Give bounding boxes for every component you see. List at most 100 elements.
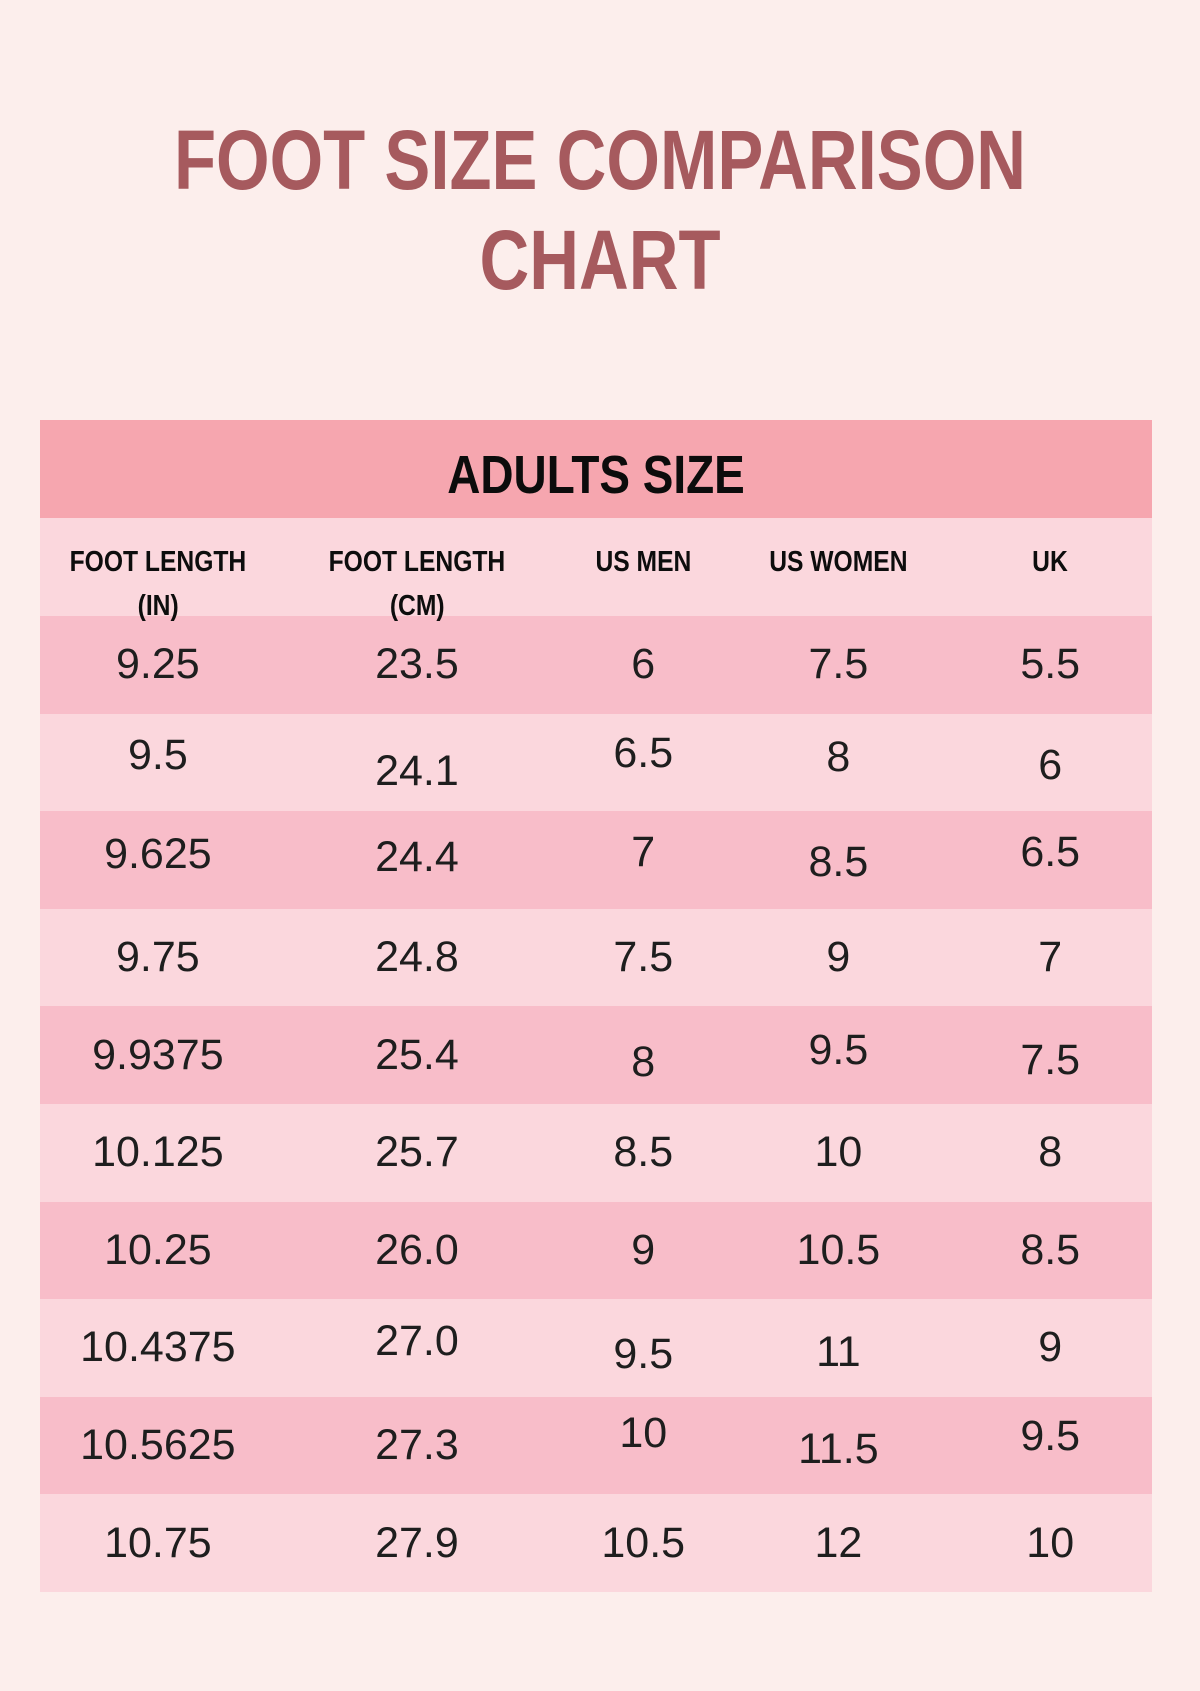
table-cell-value: 8 (826, 732, 851, 781)
column-header-label: UK (1032, 546, 1069, 578)
table-cell: 27.0 (276, 1299, 558, 1397)
table-cell-value: 10.5 (601, 1518, 686, 1567)
table-cell: 9.625 (40, 811, 276, 909)
table-cell: 10.25 (40, 1202, 276, 1300)
table-cell-value: 10.5 (796, 1225, 881, 1274)
table-cell: 8.5 (948, 1202, 1151, 1300)
table-section-title: ADULTS SIZE (447, 445, 745, 505)
table-cell: 6 (948, 714, 1151, 812)
column-header: FOOT LENGTH (CM) (276, 518, 558, 628)
table-cell-value: 10 (1026, 1518, 1075, 1567)
table-cell: 10 (948, 1494, 1151, 1592)
table-cell: 10.125 (40, 1104, 276, 1202)
table-cell: 10.5 (558, 1494, 728, 1592)
table-cell: 7.5 (558, 909, 728, 1007)
page-title-line-2: CHART (479, 213, 721, 307)
table-cell-value: 10.75 (104, 1518, 212, 1567)
table-cell-value: 27.3 (375, 1421, 459, 1470)
table-cell: 5.5 (948, 616, 1151, 714)
table-cell-value: 24.4 (375, 833, 459, 882)
table-header-row: FOOT LENGTH (IN) FOOT LENGTH (CM) US MEN US W… (40, 518, 1152, 622)
table-cell-value: 27.0 (375, 1317, 459, 1366)
table-row: 9.625 24.4 7 8.5 6.5 (40, 811, 1152, 909)
table-cell: 8.5 (728, 811, 948, 909)
table-cell-value: 26.0 (375, 1225, 459, 1274)
table-cell-value: 8 (1038, 1128, 1063, 1177)
table-cell-value: 6 (631, 640, 656, 689)
table-cell-value: 8.5 (1020, 1225, 1081, 1274)
column-header-unit: (CM) (389, 590, 445, 622)
table-cell: 7 (558, 811, 728, 909)
table-cell-value: 10 (814, 1128, 863, 1177)
table-row: 9.75 24.8 7.5 9 7 (40, 908, 1152, 1007)
table-cell-value: 8 (631, 1037, 656, 1086)
table-cell: 11 (728, 1299, 948, 1397)
table-row: 10.4375 27.0 9.5 11 9 (40, 1299, 1152, 1397)
table-cell-value: 5.5 (1020, 640, 1081, 689)
table-cell-value: 12 (814, 1518, 863, 1567)
table-cell-value: 24.1 (375, 746, 459, 795)
table-row: 10.75 27.9 10.5 12 10 (40, 1494, 1152, 1592)
column-header: US WOMEN (728, 518, 948, 628)
column-header-label: FOOT LENGTH (69, 546, 247, 578)
table-cell-value: 9.5 (613, 1330, 674, 1379)
table-cell: 9.5 (948, 1397, 1151, 1495)
table-cell: 9 (558, 1202, 728, 1300)
table-cell-value: 9.9375 (92, 1030, 224, 1079)
table-section-band: ADULTS SIZE (40, 420, 1152, 518)
table-cell: 8 (948, 1104, 1151, 1202)
table-cell: 10.5 (728, 1202, 948, 1300)
table-cell-value: 27.9 (375, 1518, 459, 1567)
table-cell: 8 (558, 1006, 728, 1104)
page-title-line-1: FOOT SIZE COMPARISON (173, 113, 1027, 207)
table-row: 9.25 23.5 6 7.5 5.5 (40, 616, 1152, 714)
table-cell: 27.3 (276, 1397, 558, 1495)
table-row: 9.5 24.1 6.5 8 6 (40, 713, 1152, 812)
table-cell: 6 (558, 616, 728, 714)
table-cell: 26.0 (276, 1202, 558, 1300)
table-cell: 9.25 (40, 616, 276, 714)
table-cell: 7 (948, 909, 1151, 1007)
table-cell-value: 7.5 (1020, 1035, 1081, 1084)
table-cell-value: 9.5 (808, 1025, 869, 1074)
table-cell-value: 9 (631, 1225, 656, 1274)
table-cell: 10.75 (40, 1494, 276, 1592)
column-header-label: FOOT LENGTH (328, 546, 506, 578)
table-cell-value: 10.25 (104, 1225, 212, 1274)
table-cell: 25.4 (276, 1006, 558, 1104)
table-cell: 8.5 (558, 1104, 728, 1202)
table-cell-value: 6.5 (1020, 828, 1081, 877)
table-cell: 24.8 (276, 909, 558, 1007)
table-cell: 6.5 (558, 714, 728, 812)
table-cell-value: 6 (1038, 740, 1063, 789)
table-cell-value: 11.5 (798, 1425, 879, 1474)
table-cell-value: 7.5 (808, 640, 869, 689)
column-header-label: US MEN (595, 546, 692, 578)
table-cell-value: 10.5625 (80, 1421, 236, 1470)
table-cell-value: 9.625 (104, 830, 212, 879)
table-cell-value: 6.5 (613, 728, 674, 777)
table-cell: 23.5 (276, 616, 558, 714)
table-cell-value: 8.5 (613, 1128, 674, 1177)
table-cell: 10 (728, 1104, 948, 1202)
table-cell-value: 8.5 (808, 838, 869, 887)
table-cell-value: 9 (826, 933, 851, 982)
table-cell: 12 (728, 1494, 948, 1592)
column-header-unit: (IN) (137, 590, 179, 622)
table-cell: 6.5 (948, 811, 1151, 909)
table-cell-value: 11 (816, 1328, 861, 1377)
table-cell: 25.7 (276, 1104, 558, 1202)
table-row: 10.125 25.7 8.5 10 8 (40, 1103, 1152, 1202)
column-header: UK (948, 518, 1151, 628)
table-cell: 10 (558, 1397, 728, 1495)
table-cell-value: 25.4 (375, 1030, 459, 1079)
table-cell: 10.4375 (40, 1299, 276, 1397)
table-cell: 9.5 (558, 1299, 728, 1397)
table-row: 10.5625 27.3 10 11.5 9.5 (40, 1396, 1152, 1495)
table-cell-value: 24.8 (375, 933, 459, 982)
table-cell-value: 10 (619, 1409, 668, 1458)
table-cell-value: 9.25 (116, 640, 200, 689)
table-cell-value: 9 (1038, 1323, 1063, 1372)
table-cell-value: 25.7 (375, 1128, 459, 1177)
table-cell-value: 10.4375 (80, 1323, 236, 1372)
